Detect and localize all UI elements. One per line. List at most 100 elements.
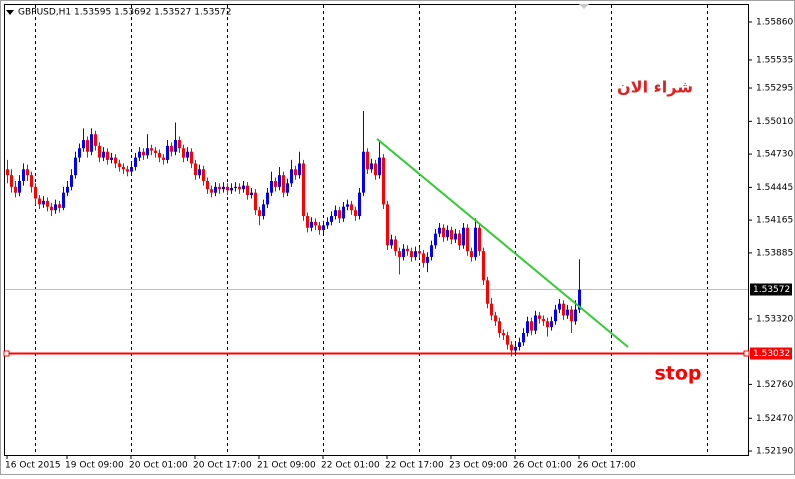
candle-body — [34, 186, 37, 199]
candle-body — [470, 251, 473, 257]
shift-marker — [579, 4, 589, 9]
candle-body — [6, 169, 9, 176]
candle-body — [150, 148, 153, 151]
candle-body — [246, 185, 249, 195]
candle-body — [30, 175, 33, 187]
trend-line — [376, 138, 629, 348]
candle-body — [186, 151, 189, 158]
candle-body — [190, 151, 193, 164]
candle-body — [274, 180, 277, 187]
candle-body — [222, 186, 225, 190]
x-tick-label: 22 Oct 01:00 — [321, 461, 380, 471]
candle-body — [210, 189, 213, 193]
candle-body — [342, 206, 345, 219]
candle-body — [262, 204, 265, 217]
candle-body — [114, 157, 117, 164]
candle-body — [526, 321, 529, 333]
candle-body — [174, 140, 177, 152]
candle-body — [434, 233, 437, 246]
candle-body — [118, 163, 121, 167]
y-tick-label: 1.52760 — [756, 380, 793, 390]
candle-body — [154, 150, 157, 153]
candle-body — [74, 157, 77, 176]
candle-body — [438, 227, 441, 234]
candle-body — [258, 210, 261, 217]
chart-title: GBPUSD,H1 1.53595 1.53692 1.53527 1.5357… — [18, 8, 231, 18]
candle-body — [178, 140, 181, 149]
candle-body — [50, 206, 53, 211]
candle-body — [194, 163, 197, 176]
y-tick-label: 1.53320 — [756, 314, 793, 324]
candle-body — [302, 163, 305, 217]
candle-body — [510, 344, 513, 351]
candle-body — [554, 309, 557, 322]
candle-body — [542, 318, 545, 322]
candle-body — [358, 192, 361, 217]
candle-body — [90, 134, 93, 152]
candle-body — [98, 145, 101, 158]
candle-body — [518, 342, 521, 347]
candle-body — [370, 163, 373, 170]
candle-body — [386, 204, 389, 246]
candle-body — [366, 151, 369, 170]
candle-body — [522, 332, 525, 343]
candle-body — [430, 245, 433, 257]
menu-icon[interactable] — [6, 10, 14, 15]
candle-body — [202, 169, 205, 181]
x-tick-label: 26 Oct 17:00 — [577, 461, 636, 471]
candle-body — [478, 227, 481, 252]
candle-body — [346, 204, 349, 207]
candle-body — [398, 251, 401, 257]
candle-body — [206, 180, 209, 190]
y-tick-label: 1.52190 — [756, 447, 793, 457]
candle-body — [270, 180, 273, 193]
candle-body — [442, 227, 445, 238]
price-label: 1.53032 — [753, 349, 790, 359]
candle-body — [494, 315, 497, 322]
candle-body — [534, 315, 537, 331]
candle-body — [450, 230, 453, 240]
candle-body — [462, 227, 465, 246]
candle-body — [198, 169, 201, 176]
candle-body — [410, 251, 413, 257]
candle-body — [546, 321, 549, 328]
candle-body — [294, 169, 297, 176]
x-tick-label: 22 Oct 17:00 — [385, 461, 444, 471]
annotation: شراء الان — [617, 78, 693, 97]
candle-body — [474, 227, 477, 257]
y-tick-label: 1.53885 — [756, 248, 793, 258]
candle-body — [158, 152, 161, 158]
candle-body — [266, 192, 269, 205]
candle-body — [58, 204, 61, 208]
candle-body — [86, 140, 89, 152]
price-label: 1.53572 — [753, 285, 790, 295]
y-tick-label: 1.54730 — [756, 150, 793, 160]
candle-body — [142, 151, 145, 156]
candle-body — [218, 186, 221, 190]
candle-body — [94, 134, 97, 146]
candle-body — [182, 148, 185, 158]
line-handle — [3, 350, 10, 357]
candle-body — [214, 186, 217, 193]
candle-body — [482, 251, 485, 281]
candle-body — [490, 303, 493, 316]
candle-body — [26, 169, 29, 176]
candle-body — [394, 239, 397, 252]
candle-body — [426, 256, 429, 263]
y-tick-label: 1.55010 — [756, 117, 793, 127]
candle-body — [62, 192, 65, 208]
candle-body — [170, 145, 173, 152]
candle-body — [10, 175, 13, 187]
candle-body — [38, 198, 41, 205]
candle-body — [458, 233, 461, 246]
price-label-box — [750, 347, 792, 360]
candle-body — [362, 151, 365, 193]
candle-body — [162, 157, 165, 160]
candle-body — [242, 185, 245, 190]
candle-body — [314, 221, 317, 226]
candle-body — [310, 221, 313, 228]
candle-body — [18, 180, 21, 193]
candle-body — [298, 163, 301, 176]
